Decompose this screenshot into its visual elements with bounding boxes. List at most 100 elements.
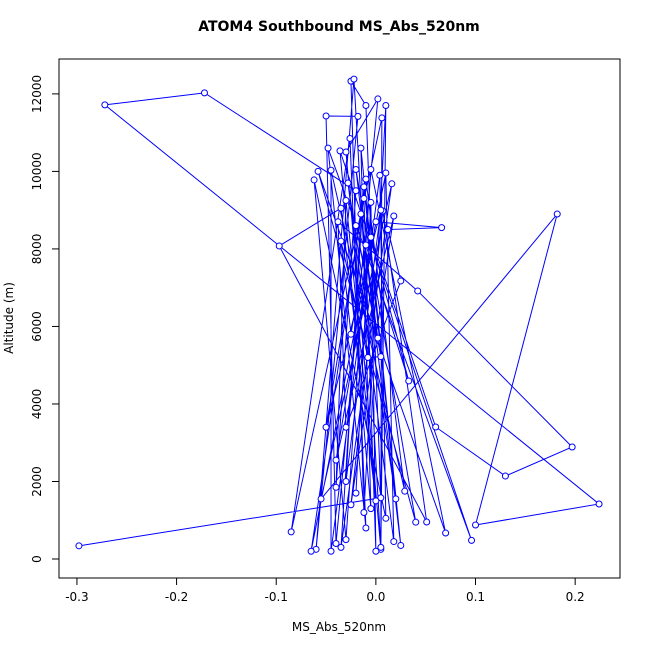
point [367, 233, 375, 241]
point [362, 524, 370, 532]
point [432, 423, 440, 431]
x-tick-label: -0.1 [265, 590, 288, 604]
point [360, 195, 368, 203]
point [405, 377, 413, 385]
x-tick-label: 0.2 [566, 590, 585, 604]
x-tick-label: -0.2 [165, 590, 188, 604]
point [332, 456, 340, 464]
point [101, 101, 109, 109]
y-tick-label: 2000 [30, 466, 44, 497]
point [346, 134, 354, 142]
chart-title: ATOM4 Southbound MS_Abs_520nm [198, 19, 480, 35]
point [423, 518, 431, 526]
point [342, 148, 350, 156]
point [332, 540, 340, 548]
point [372, 547, 380, 555]
point [317, 495, 325, 503]
x-tick-label: -0.3 [65, 590, 88, 604]
point [337, 204, 345, 212]
point [324, 144, 332, 152]
point [275, 242, 283, 250]
point [357, 144, 365, 152]
point [287, 528, 295, 536]
point [378, 114, 386, 122]
point [200, 89, 208, 97]
point [472, 521, 480, 529]
point [392, 495, 400, 503]
point [332, 483, 340, 491]
point [397, 541, 405, 549]
point [501, 472, 509, 480]
point [342, 477, 350, 485]
point [352, 187, 360, 195]
point [344, 179, 352, 187]
point [357, 210, 365, 218]
point [337, 237, 345, 245]
point [414, 287, 422, 295]
point [307, 547, 315, 555]
point [382, 169, 390, 177]
point [352, 165, 360, 173]
point [372, 497, 380, 505]
point [390, 538, 398, 546]
point [322, 112, 330, 120]
x-tick-label: 0.1 [466, 590, 485, 604]
point [377, 353, 385, 361]
point [352, 222, 360, 230]
point [382, 514, 390, 522]
point [322, 423, 330, 431]
point [337, 543, 345, 551]
point [364, 353, 372, 361]
y-tick-label: 10000 [30, 152, 44, 190]
y-tick-label: 12000 [30, 75, 44, 113]
point [360, 183, 368, 191]
point [442, 529, 450, 537]
point [412, 518, 420, 526]
point [382, 102, 390, 110]
point [352, 489, 360, 497]
point [347, 330, 355, 338]
point [376, 171, 384, 179]
point [360, 508, 368, 516]
point [75, 542, 83, 550]
point [374, 334, 382, 342]
point [362, 175, 370, 183]
plot-frame [58, 58, 621, 579]
point [372, 218, 380, 226]
point [342, 423, 350, 431]
x-axis-label: MS_Abs_520nm [292, 620, 386, 634]
point [388, 180, 396, 188]
point [327, 166, 335, 174]
y-tick-label: 4000 [30, 389, 44, 420]
point [568, 443, 576, 451]
point [401, 487, 409, 495]
y-tick-label: 0 [30, 555, 44, 563]
point [362, 102, 370, 110]
point [468, 536, 476, 544]
point [595, 500, 603, 508]
series-line [78, 79, 601, 552]
point [314, 167, 322, 175]
y-tick-label: 8000 [30, 234, 44, 265]
point [553, 210, 561, 218]
point [367, 198, 375, 206]
point [350, 75, 358, 83]
point [397, 277, 405, 285]
point [362, 241, 370, 249]
point [377, 543, 385, 551]
point [347, 501, 355, 509]
point [336, 147, 344, 155]
point [374, 95, 382, 103]
point [438, 224, 446, 232]
y-tick-label: 6000 [30, 311, 44, 342]
point [342, 536, 350, 544]
point [377, 206, 385, 214]
point [390, 212, 398, 220]
point [377, 494, 385, 502]
point [384, 226, 392, 234]
point [354, 112, 362, 120]
point [342, 196, 350, 204]
point [327, 547, 335, 555]
